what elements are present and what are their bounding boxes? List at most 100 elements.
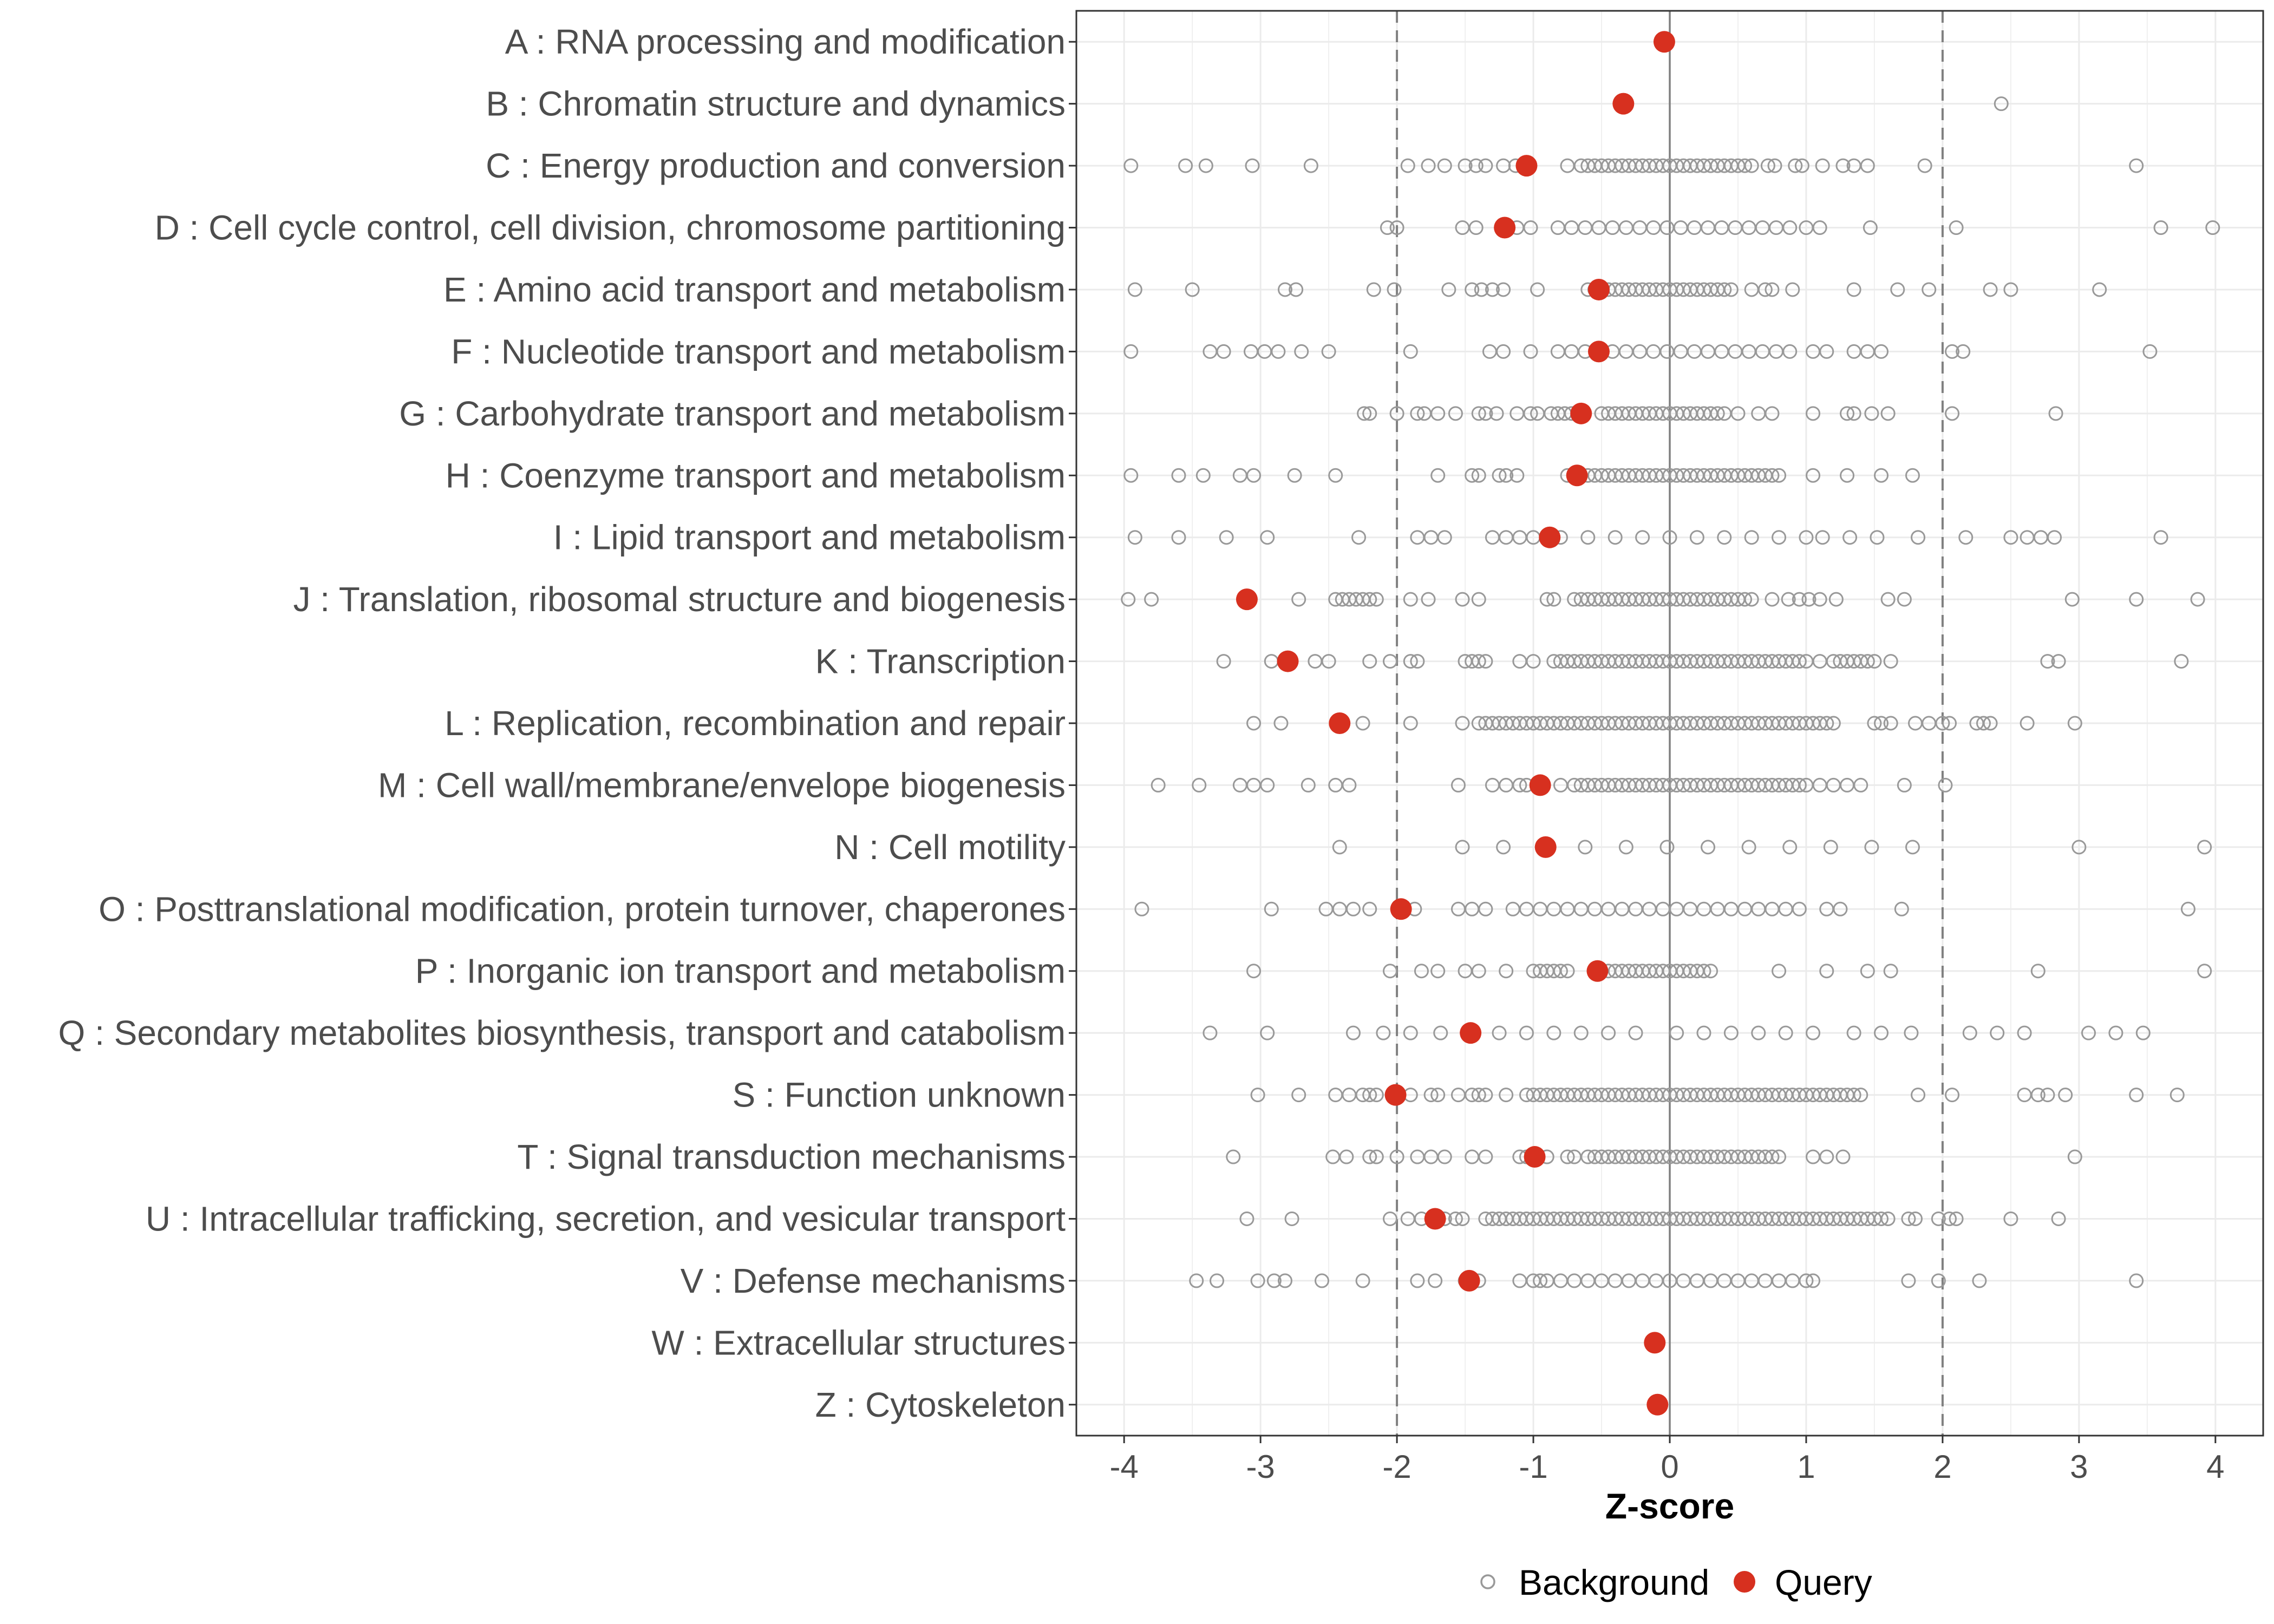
background-point: [1880, 406, 1896, 421]
background-point: [1860, 654, 1875, 669]
background-point: [1846, 1025, 1861, 1040]
background-point: [1826, 716, 1841, 731]
background-point: [1478, 1149, 1493, 1164]
background-point: [1958, 530, 1974, 545]
background-point: [1448, 1211, 1463, 1226]
category-label-u: U : Intracellular trafficking, secretion…: [146, 1199, 1066, 1238]
background-point: [1121, 592, 1136, 607]
background-point: [1421, 592, 1436, 607]
background-point: [2058, 1088, 2073, 1103]
background-point: [2003, 530, 2018, 545]
background-point: [2129, 158, 2144, 173]
background-point: [1782, 840, 1798, 855]
background-point: [1291, 1088, 1306, 1103]
category-label-z: Z : Cytoskeleton: [815, 1385, 1066, 1424]
background-point: [1303, 158, 1318, 173]
background-point: [1485, 282, 1500, 297]
background-point: [2129, 1273, 2144, 1288]
background-point: [1260, 1025, 1275, 1040]
background-point: [1880, 592, 1896, 607]
background-point: [1737, 592, 1753, 607]
background-point: [1799, 530, 1814, 545]
background-point: [1289, 282, 1304, 297]
background-point: [1382, 1211, 1397, 1226]
background-point: [1806, 406, 1821, 421]
background-point: [1890, 282, 1905, 297]
background-point: [1635, 530, 1650, 545]
background-point: [1423, 1088, 1439, 1103]
background-point: [1328, 468, 1343, 483]
background-point: [1874, 716, 1889, 731]
background-point: [1468, 220, 1484, 235]
background-point: [1867, 716, 1882, 731]
background-point: [1870, 530, 1885, 545]
query-point-g: [1570, 402, 1592, 424]
background-point: [1410, 1273, 1425, 1288]
background-point: [1772, 468, 1787, 483]
category-label-f: F : Nucleotide transport and metabolism: [451, 332, 1066, 371]
background-point: [2003, 282, 2018, 297]
background-point: [1781, 592, 1796, 607]
background-point: [1226, 1149, 1241, 1164]
background-point: [1382, 654, 1397, 669]
background-point: [1799, 1273, 1814, 1288]
background-point: [1917, 158, 1932, 173]
background-point: [1846, 282, 1861, 297]
background-point: [1351, 530, 1367, 545]
background-point: [1546, 1025, 1561, 1040]
background-point: [1369, 1088, 1384, 1103]
background-point: [1189, 1273, 1204, 1288]
x-ticks: [1123, 1436, 2217, 1443]
background-point: [1897, 592, 1912, 607]
category-labels: A : RNA processing and modification B : C…: [58, 22, 1066, 1424]
query-point-z: [1646, 1393, 1669, 1416]
background-point: [1403, 716, 1418, 731]
background-point: [2135, 1025, 2151, 1040]
background-point: [1260, 777, 1275, 793]
background-point: [1403, 344, 1418, 359]
category-label-b: B : Chromatin structure and dynamics: [486, 84, 1066, 123]
category-label-v: V : Defense mechanisms: [681, 1261, 1066, 1300]
query-point-o: [1390, 898, 1412, 920]
background-point: [1618, 840, 1633, 855]
background-point: [1867, 654, 1882, 669]
background-point: [2142, 344, 2158, 359]
background-point: [1437, 1149, 1452, 1164]
background-point: [1938, 777, 1953, 793]
background-point: [1823, 840, 1838, 855]
background-point: [1801, 592, 1816, 607]
background-point: [1874, 344, 1889, 359]
background-point: [1216, 344, 1231, 359]
background-point: [1853, 777, 1868, 793]
query-point-s: [1384, 1084, 1407, 1106]
background-point: [1723, 1025, 1739, 1040]
background-point: [2048, 406, 2063, 421]
background-point: [1465, 468, 1480, 483]
background-point: [1171, 530, 1186, 545]
background-point: [1478, 901, 1493, 916]
background-point: [1573, 1025, 1589, 1040]
query-point-h: [1566, 464, 1588, 487]
background-point: [1701, 840, 1716, 855]
background-point: [1710, 406, 1725, 421]
background-point: [1471, 406, 1486, 421]
category-label-e: E : Amino acid transport and metabolism: [443, 270, 1066, 309]
legend-query-label: Query: [1775, 1562, 1872, 1602]
background-point: [1362, 654, 1377, 669]
x-tick-label: -1: [1519, 1449, 1547, 1485]
background-point: [2030, 964, 2046, 979]
background-point: [1794, 158, 1809, 173]
background-point: [2174, 654, 2189, 669]
background-point: [1744, 592, 1759, 607]
query-point-e: [1587, 278, 1610, 300]
background-point: [1931, 1273, 1946, 1288]
background-point: [1904, 1025, 1919, 1040]
background-point: [2180, 901, 2195, 916]
background-point: [1949, 1211, 1964, 1226]
background-point: [1458, 158, 1473, 173]
background-point: [1601, 1025, 1616, 1040]
background-point: [1835, 1149, 1851, 1164]
background-point: [1815, 530, 1830, 545]
query-point-u: [1424, 1208, 1446, 1230]
background-point: [1901, 1273, 1916, 1288]
